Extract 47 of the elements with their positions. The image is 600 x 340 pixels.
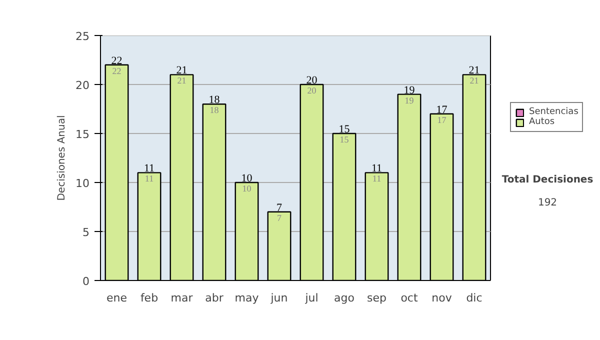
legend-label: Sentencias	[529, 107, 578, 117]
total-label: 20	[306, 74, 318, 86]
y-tick-label: 0	[82, 275, 90, 288]
text: Total Decisiones	[502, 174, 594, 186]
x-tick-label: sep	[367, 292, 387, 304]
y-tick-label: 25	[76, 30, 90, 43]
total-label: 11	[144, 162, 155, 175]
text: 192	[538, 198, 558, 208]
y-axis-title: Decisiones Anual	[56, 115, 68, 201]
data-label: 18	[210, 105, 220, 116]
total-label: 18	[208, 94, 220, 106]
y-tick-label: 15	[76, 128, 90, 141]
x-tick-label: jun	[270, 292, 288, 304]
total-label: 7	[276, 202, 282, 214]
data-label: 20	[307, 86, 317, 96]
x-tick-label: abr	[205, 292, 224, 304]
x-tick-label: ago	[334, 292, 355, 304]
x-tick-label: nov	[432, 292, 452, 304]
data-label: 21	[177, 76, 186, 86]
legend-label: Autos	[529, 117, 555, 127]
total-label: 22	[111, 54, 122, 67]
x-tick-label: oct	[400, 292, 418, 304]
x-tick-label: ene	[106, 292, 128, 304]
y-tick-label: 20	[76, 79, 90, 92]
total-label: 10	[241, 172, 253, 184]
total-label: 17	[436, 104, 448, 116]
data-label: 11	[372, 174, 382, 184]
data-label: 21	[470, 76, 479, 86]
x-tick-label: dic	[466, 292, 482, 304]
data-label: 7	[277, 212, 282, 223]
total-label: 11	[371, 162, 382, 175]
total-label: 21	[176, 64, 188, 77]
data-label: 19	[404, 95, 414, 106]
data-label: 15	[340, 134, 350, 144]
total-label: 19	[404, 84, 416, 96]
y-tick-label: 5	[82, 226, 90, 239]
data-label: 22	[112, 66, 122, 76]
x-tick-label: may	[234, 292, 260, 304]
data-label: 10	[242, 184, 252, 194]
x-tick-label: mar	[170, 292, 194, 304]
y-tick-label: 10	[76, 177, 90, 190]
data-label: 11	[144, 174, 154, 184]
total-label: 15	[338, 124, 350, 136]
x-tick-label: jul	[304, 292, 318, 304]
total-label: 21	[468, 64, 480, 77]
x-tick-label: feb	[140, 292, 158, 304]
data-label: 17	[437, 114, 447, 125]
